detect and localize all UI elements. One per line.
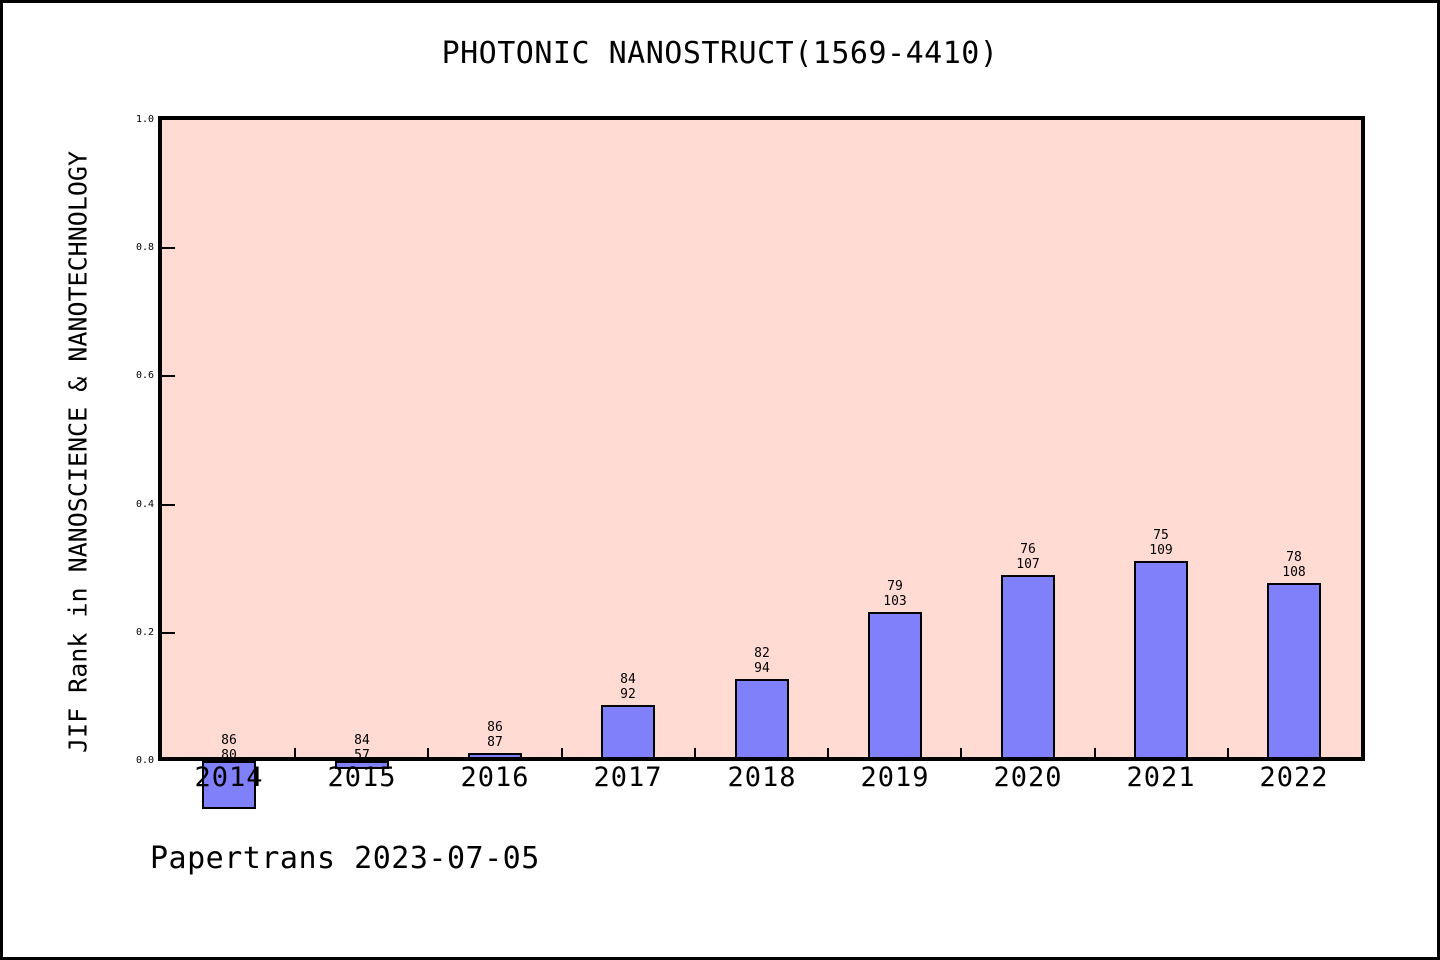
footer-text: Papertrans 2023-07-05 <box>150 841 540 876</box>
bar-value-label-2017: 84 92 <box>568 672 688 702</box>
y-tick-label: 0.2 <box>135 627 154 638</box>
bar-value-rank: 82 <box>754 646 770 661</box>
y-tick-mark <box>162 504 175 506</box>
bar-2018 <box>735 679 789 761</box>
bar-2021 <box>1134 561 1188 761</box>
bar-value-rank: 79 <box>887 579 903 594</box>
bars-layer: 86 80 84 57 86 87 84 92 82 94 79 103 76 107 75 109 78 108 <box>162 120 1361 809</box>
x-tick-label-2018: 2018 <box>727 762 797 793</box>
x-tick-label-2017: 2017 <box>593 762 663 793</box>
chart-title: PHOTONIC NANOSTRUCT(1569-4410) <box>441 36 999 71</box>
bar-2014 <box>202 761 256 809</box>
bar-value-label-2020: 76 107 <box>968 542 1088 572</box>
bar-value-total: 103 <box>883 594 907 609</box>
y-tick-label: 0.4 <box>135 499 154 510</box>
bar-value-rank: 86 <box>221 733 237 748</box>
bar-value-total: 107 <box>1016 557 1040 572</box>
x-tick-label-2014: 2014 <box>194 762 264 793</box>
bar-value-total: 87 <box>487 735 503 750</box>
y-tick-label: 0.0 <box>135 755 154 766</box>
x-tick-label-2016: 2016 <box>460 762 530 793</box>
bar-2017 <box>601 705 655 761</box>
bar-value-label-2022: 78 108 <box>1234 550 1354 580</box>
x-minor-tick <box>427 748 429 761</box>
bar-2022 <box>1267 583 1321 761</box>
bar-2015 <box>335 761 389 769</box>
bar-value-total: 92 <box>620 687 636 702</box>
bar-value-label-2021: 75 109 <box>1101 528 1221 558</box>
x-tick-label-2020: 2020 <box>993 762 1063 793</box>
bar-value-rank: 76 <box>1020 542 1036 557</box>
bar-value-rank: 75 <box>1153 528 1169 543</box>
bar-value-rank: 84 <box>620 672 636 687</box>
bar-value-rank: 78 <box>1286 550 1302 565</box>
bar-2019 <box>868 612 922 761</box>
bar-value-label-2018: 82 94 <box>702 646 822 676</box>
bar-value-total: 108 <box>1282 565 1306 580</box>
bar-value-rank: 84 <box>354 733 370 748</box>
x-minor-tick <box>561 748 563 761</box>
x-minor-tick <box>294 748 296 761</box>
x-minor-tick <box>694 748 696 761</box>
y-tick-label: 0.8 <box>135 242 154 253</box>
bar-value-label-2016: 86 87 <box>435 720 555 750</box>
bar-2020 <box>1001 575 1055 761</box>
bar-value-rank: 86 <box>487 720 503 735</box>
x-tick-label-2022: 2022 <box>1259 762 1329 793</box>
x-minor-tick <box>1094 748 1096 761</box>
x-tick-label-2021: 2021 <box>1126 762 1196 793</box>
y-tick-label: 1.0 <box>135 114 154 125</box>
bar-value-total: 94 <box>754 661 770 676</box>
x-tick-label-2015: 2015 <box>327 762 397 793</box>
x-minor-tick <box>960 748 962 761</box>
x-minor-tick <box>1227 748 1229 761</box>
x-minor-tick <box>827 748 829 761</box>
y-tick-mark <box>162 375 175 377</box>
y-tick-mark <box>162 247 175 249</box>
x-tick-label-2019: 2019 <box>860 762 930 793</box>
bar-value-label-2019: 79 103 <box>835 579 955 609</box>
bar-value-total: 109 <box>1149 543 1173 558</box>
y-axis-title-text: JIF Rank in NANOSCIENCE & NANOTECHNOLOGY <box>63 150 93 754</box>
y-tick-label: 0.6 <box>135 370 154 381</box>
x-axis-line <box>158 757 1365 761</box>
y-tick-mark <box>162 632 175 634</box>
